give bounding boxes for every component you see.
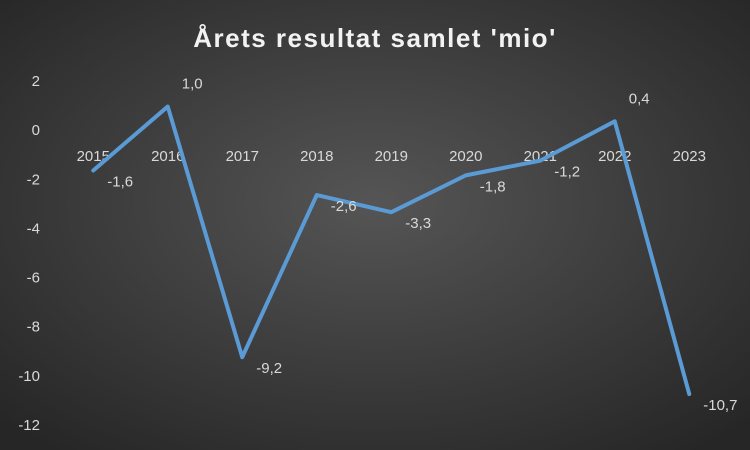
y-tick-label: 2 <box>32 73 40 90</box>
value-label: -10,7 <box>703 397 737 414</box>
value-label: -2,6 <box>331 198 357 215</box>
value-label: -1,2 <box>554 164 580 181</box>
y-tick-label: -12 <box>18 417 40 434</box>
data-line <box>91 104 692 397</box>
value-label: 1,0 <box>182 76 203 93</box>
value-label: -3,3 <box>405 215 431 232</box>
x-tick-label: 2016 <box>151 148 184 165</box>
value-label: 0,4 <box>629 90 650 107</box>
x-tick-label: 2017 <box>226 148 259 165</box>
y-tick-label: 0 <box>32 122 40 139</box>
x-tick-label: 2018 <box>300 148 333 165</box>
y-tick-label: -2 <box>27 171 40 188</box>
y-tick-label: -10 <box>18 368 40 385</box>
x-tick-label: 2019 <box>375 148 408 165</box>
value-label: -1,6 <box>107 173 133 190</box>
y-tick-label: -6 <box>27 270 40 287</box>
chart-title: Årets resultat samlet 'mio' <box>193 23 557 53</box>
x-tick-label: 2023 <box>673 148 706 165</box>
value-label: -9,2 <box>256 360 282 377</box>
y-tick-label: -8 <box>27 319 40 336</box>
y-tick-label: -4 <box>27 220 40 237</box>
x-tick-label: 2020 <box>449 148 482 165</box>
value-label: -1,8 <box>480 178 506 195</box>
